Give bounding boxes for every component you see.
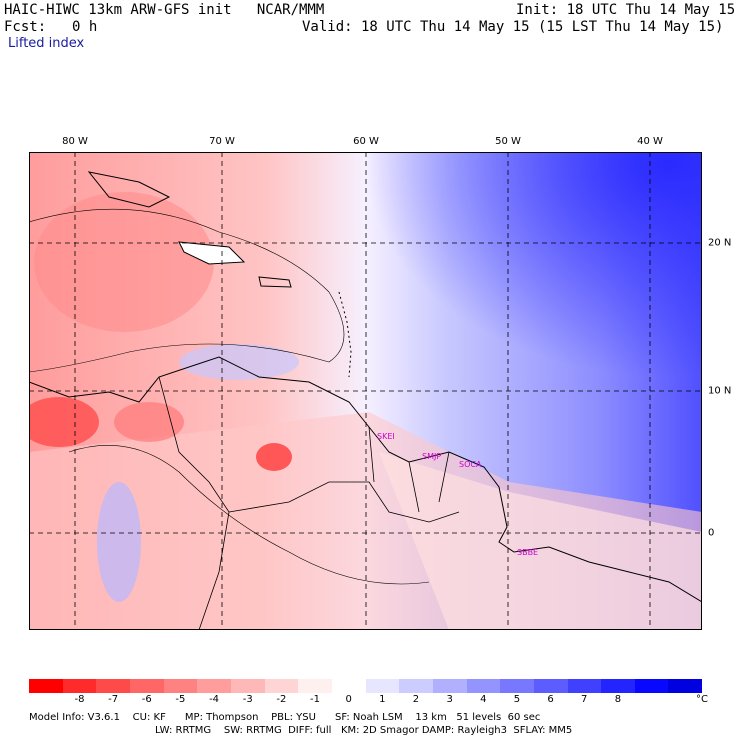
contour-line [68, 445, 430, 585]
lon-label: 80 W [62, 136, 88, 147]
colorbar-tick-label: 5 [513, 694, 521, 705]
colorbar-swatch [163, 679, 198, 693]
colorbar-tick-label: -8 [74, 694, 85, 705]
colorbar-swatch [466, 679, 501, 693]
colorbar-swatch [500, 679, 534, 693]
hispaniola-outline [178, 241, 246, 265]
caribbean-unstable [34, 192, 214, 332]
colorbar-swatch [129, 679, 164, 693]
station-label: SKEI [377, 432, 395, 441]
station-label: SBBE [517, 548, 539, 557]
colorbar-tick-label: 8 [614, 694, 622, 705]
colorbar-swatch [668, 679, 703, 693]
colorbar-tick-label: -4 [209, 694, 220, 705]
colorbar-unit: °C [696, 694, 708, 705]
central-america-cell [29, 397, 99, 447]
lat-label: 10 N [708, 385, 732, 397]
lon-label: 40 W [637, 136, 663, 147]
colorbar-tick-label: 0 [345, 694, 352, 705]
venezuela-coast-stable [179, 344, 299, 380]
colorbar-tick-label: 7 [581, 694, 588, 705]
station-label: SOCA [459, 460, 482, 469]
lat-label: 20 N [708, 237, 732, 249]
init-time: Init: 18 UTC Thu 14 May 15 [516, 2, 736, 18]
cuba-outline [87, 171, 171, 208]
field-name: Lifted index [8, 36, 85, 51]
colorbar-tick-label: -1 [310, 694, 321, 705]
map-canvas [29, 152, 702, 630]
colorbar-swatch [567, 679, 602, 693]
venezuela-cell [256, 443, 292, 471]
colorbar-swatch [96, 679, 130, 693]
border [368, 426, 450, 513]
map-frame [29, 152, 702, 630]
color-scale-bar [29, 679, 703, 693]
colorbar-swatch [634, 679, 669, 693]
colorbar-swatch [29, 679, 63, 693]
lon-label: 60 W [353, 136, 379, 147]
colorbar-swatch [432, 679, 467, 693]
colorbar-swatch [298, 679, 332, 693]
colorbar-swatch [365, 679, 400, 693]
station-label: SMJP [422, 452, 442, 461]
colorbar-swatch [62, 679, 97, 693]
colorbar-swatch [533, 679, 568, 693]
model-title: HAIC-HIWC 13km ARW-GFS init NCAR/MMM [4, 2, 325, 18]
border [158, 376, 230, 630]
graticule [29, 152, 702, 630]
colorbar-swatch [197, 679, 231, 693]
colombia-cell [114, 402, 184, 442]
coastline [29, 356, 702, 603]
contour-line [29, 208, 345, 373]
colorbar-tick-label: -6 [141, 694, 152, 705]
colorbar-swatch [230, 679, 265, 693]
colorbar-tick-label: 6 [547, 694, 554, 705]
andes-stable [97, 482, 141, 602]
colorbar-tick-label: -2 [276, 694, 287, 705]
lon-label: 50 W [495, 136, 521, 147]
forecast-hour: 0 h [72, 19, 98, 35]
colorbar-swatch [601, 679, 635, 693]
colorbar-tick-label: -5 [175, 694, 186, 705]
colorbar-tick-label: 1 [379, 694, 386, 705]
colorbar-tick-label: 2 [412, 694, 420, 705]
lesser-antilles [338, 291, 352, 378]
colorbar-tick-label: 4 [480, 694, 487, 705]
lon-label: 70 W [209, 136, 235, 147]
lat-label: 0 [708, 527, 715, 539]
physics-info: LW: RRTMG SW: RRTMG DIFF: full KM: 2D Sm… [155, 725, 573, 736]
colorbar-tick-label: -3 [242, 694, 253, 705]
colorbar-tick-label: 3 [446, 694, 453, 705]
border [228, 481, 460, 523]
colorbar-swatch [331, 679, 366, 693]
colorbar-tick-label: -7 [108, 694, 119, 705]
puerto-rico-outline [258, 276, 292, 288]
valid-time: Valid: 18 UTC Thu 14 May 15 (15 LST Thu … [302, 19, 724, 35]
forecast-label: Fcst: [4, 19, 47, 35]
model-info: Model Info: V3.6.1 CU: KF MP: Thompson P… [29, 712, 541, 723]
colorbar-swatch [399, 679, 433, 693]
amazon-region [379, 452, 702, 630]
lifted-index-map: SKEI SMJP SOCA SBBE [29, 152, 702, 630]
colorbar-swatch [264, 679, 299, 693]
